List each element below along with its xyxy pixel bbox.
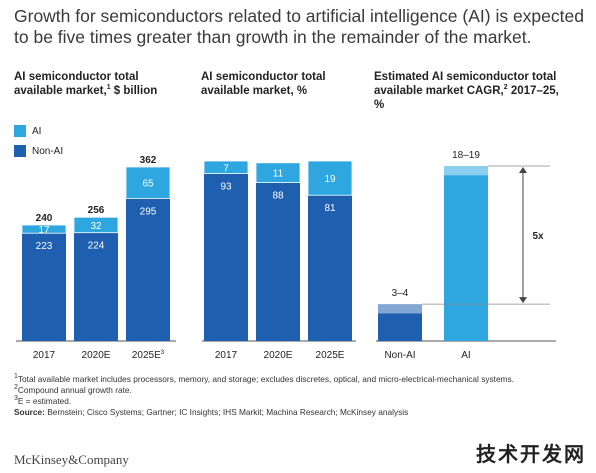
- brand-logo: McKinsey&Company: [14, 452, 129, 467]
- pct-tick-label-2020E: 2020E: [264, 350, 293, 361]
- tick-label-2025E: 2025E3: [132, 350, 165, 361]
- footnote-2: 2Compound annual growth rate.: [14, 384, 589, 396]
- bar-ai-2025E: [125, 166, 171, 199]
- legend-label-ai: AI: [32, 125, 42, 137]
- pct-label-ai-2025E: 19: [324, 174, 336, 185]
- label-total-2017: 240: [36, 213, 53, 224]
- growth-arrow-up: [519, 167, 527, 173]
- cagr-bar-AI: [444, 175, 488, 341]
- chart-headline: Growth for semiconductors related to art…: [14, 6, 584, 47]
- legend-item-non-ai: Non-AI: [14, 143, 63, 159]
- tick-label-2017: 2017: [33, 350, 56, 361]
- cagr-value-label-AI: 18–19: [452, 150, 480, 161]
- label-ai-2017: 17: [38, 225, 50, 236]
- bar-non-ai-2025E: [126, 198, 170, 341]
- cagr-tick-label-AI: AI: [461, 350, 470, 361]
- chart-legend: AI Non-AI: [14, 123, 63, 163]
- legend-label-non-ai: Non-AI: [32, 145, 64, 157]
- label-total-2020E: 256: [88, 205, 105, 216]
- label-non-ai-2017: 223: [36, 241, 53, 252]
- pct-label-non-ai-2025E: 81: [324, 203, 336, 214]
- panel-1-title: AI semiconductor total available market,…: [14, 70, 157, 98]
- footnote-3-text: E = estimated.: [17, 396, 72, 406]
- panel-1-title-footnote: 1: [106, 84, 111, 92]
- footnote-1: 1Total available market includes process…: [14, 373, 589, 385]
- panel-3-title-years: 2017–25,: [507, 85, 559, 97]
- footnote-2-marker: 2: [14, 384, 18, 392]
- footnote-2-text: Compound annual growth rate.: [17, 385, 132, 395]
- pct-bar-ai-2020E: [255, 162, 301, 184]
- growth-annotation: 5x: [532, 231, 544, 242]
- pct-label-ai-2017: 7: [223, 163, 229, 174]
- label-ai-2020E: 32: [90, 221, 102, 232]
- cagr-value-label-Non-AI: 3–4: [392, 288, 409, 299]
- legend-swatch-non-ai: [14, 145, 26, 157]
- source-label: Source:: [14, 407, 45, 417]
- panel-2-title: AI semiconductor total available market,…: [201, 70, 326, 98]
- pct-label-non-ai-2020E: 88: [272, 191, 284, 202]
- panel-3-title-line-1: Estimated AI semiconductor total: [374, 71, 557, 83]
- panel-2-title-line-2: available market, %: [201, 85, 308, 97]
- pct-tick-label-2017: 2017: [215, 350, 238, 361]
- label-ai-2025E: 65: [142, 179, 154, 190]
- pct-bar-non-ai-2025E: [308, 195, 352, 341]
- footnote-1-marker: 1: [14, 373, 18, 381]
- legend-swatch-ai: [14, 125, 26, 137]
- pct-tick-label-2025E: 2025E: [316, 350, 345, 361]
- panel-3-title: Estimated AI semiconductor total availab…: [374, 70, 559, 112]
- panel-2-title-line-1: AI semiconductor total: [201, 71, 326, 83]
- panel-1-title-unit: $ billion: [110, 85, 158, 97]
- footnote-1-text: Total available market includes processo…: [17, 374, 514, 384]
- bar-non-ai-2020E: [74, 232, 118, 341]
- panel-3-title-line-2: available market CAGR,: [374, 85, 504, 97]
- growth-arrow-down: [519, 297, 527, 304]
- bar-ai-2020E: [73, 216, 119, 234]
- cagr-range-Non-AI: [378, 304, 422, 314]
- footnote-3: 3E = estimated.: [14, 395, 589, 407]
- pct-bar-ai-2025E: [307, 160, 353, 196]
- footnotes: 1Total available market includes process…: [14, 373, 589, 418]
- panel-3-title-line-3: %: [374, 99, 385, 111]
- pct-bar-ai-2017: [203, 160, 249, 175]
- cagr-range-AI: [444, 166, 488, 176]
- pct-bar-non-ai-2017: [204, 173, 248, 341]
- panel-1-title-line-1: AI semiconductor total: [14, 71, 139, 83]
- pct-bar-non-ai-2020E: [256, 182, 300, 341]
- label-total-2025E: 362: [140, 155, 157, 166]
- pct-label-non-ai-2017: 93: [220, 182, 232, 193]
- source-text: Bernstein; Cisco Systems; Gartner; IC In…: [44, 407, 409, 417]
- footnote-3-marker: 3: [14, 395, 18, 403]
- source-line: Source: Bernstein; Cisco Systems; Gartne…: [14, 407, 589, 418]
- legend-item-ai: AI: [14, 123, 63, 139]
- pct-label-ai-2020E: 11: [273, 169, 284, 180]
- cagr-tick-label-Non-AI: Non-AI: [384, 350, 415, 361]
- panel-1-title-line-2: available market,: [14, 85, 107, 97]
- bar-ai-2017: [21, 224, 67, 234]
- label-non-ai-2025E: 295: [140, 206, 157, 217]
- cagr-bar-Non-AI: [378, 313, 422, 341]
- label-non-ai-2020E: 224: [88, 241, 105, 252]
- watermark-text: 技术开发网: [476, 444, 586, 466]
- tick-label-2020E: 2020E: [82, 350, 111, 361]
- panel-3-title-footnote: 2: [503, 84, 508, 92]
- bar-non-ai-2017: [22, 233, 66, 341]
